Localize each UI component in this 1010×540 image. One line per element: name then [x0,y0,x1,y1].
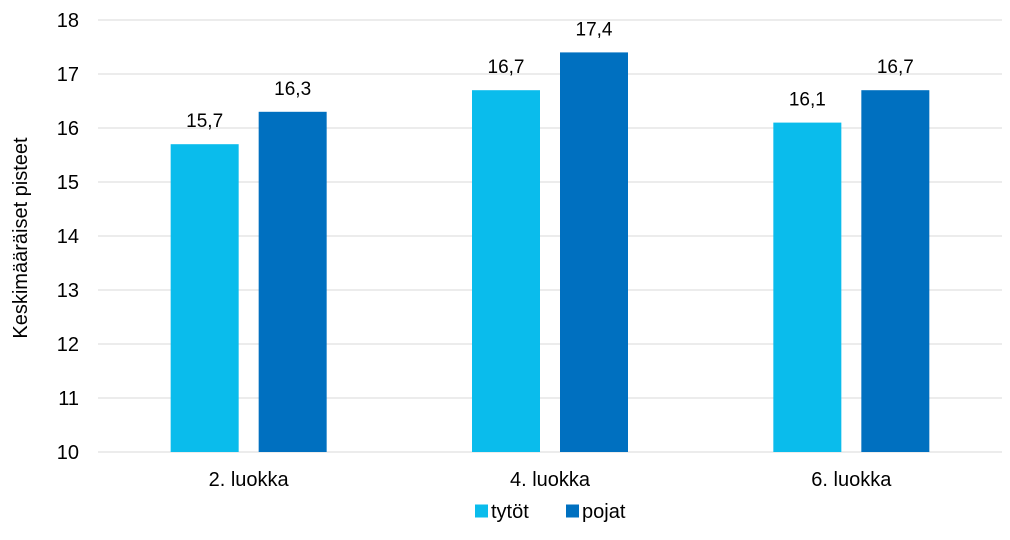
y-tick-label-13: 13 [57,280,79,302]
legend-swatch-pojat [566,504,579,518]
y-tick-label-14: 14 [57,226,79,248]
bar-tytöt-3 [773,122,842,452]
y-tick-label-15: 15 [57,172,79,194]
data-label-tytöt-3: 16,1 [789,90,826,111]
legend-label-tytöt: tytöt [491,501,529,523]
data-label-pojat-2: 17,4 [576,19,613,40]
x-category-label-2: 4. luokka [510,469,591,491]
y-tick-label-17: 17 [57,64,79,86]
data-label-pojat-1: 16,3 [274,79,311,100]
x-category-label-3: 6. luokka [811,469,892,491]
y-tick-label-18: 18 [57,10,79,32]
legend-swatch-tytöt [475,504,488,518]
y-tick-label-12: 12 [57,334,79,356]
legend-label-pojat: pojat [582,501,626,523]
bar-pojat-3 [861,90,930,452]
y-tick-label-16: 16 [57,118,79,140]
y-tick-label-11: 11 [58,388,79,410]
data-label-pojat-3: 16,7 [877,57,914,78]
y-axis-title: Keskimääräiset pisteet [10,137,32,339]
x-category-label-1: 2. luokka [209,469,290,491]
bar-pojat-1 [258,111,327,453]
y-tick-label-10: 10 [57,442,79,464]
data-label-tytöt-2: 16,7 [488,57,525,78]
data-label-tytöt-1: 15,7 [186,111,223,132]
bar-tytöt-2 [472,90,540,452]
bar-pojat-2 [560,52,628,453]
bar-tytöt-1 [170,144,239,452]
